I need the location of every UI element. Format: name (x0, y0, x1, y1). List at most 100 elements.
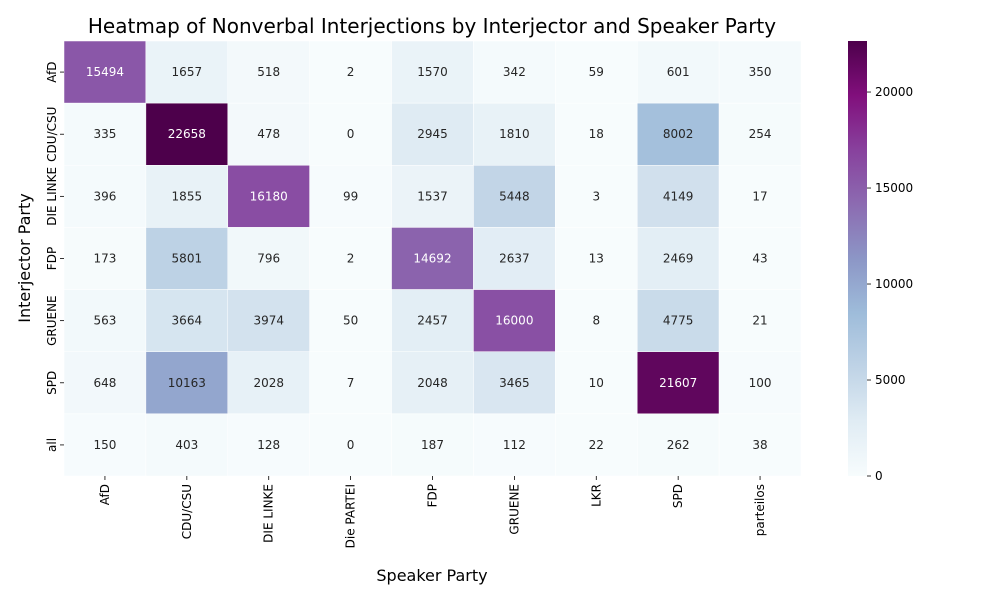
heatmap-cell (473, 40, 556, 104)
heatmap-cell (555, 165, 638, 228)
cell-value-label: 796 (257, 252, 280, 266)
colorbar (848, 41, 867, 476)
cell-value-label: 10163 (168, 376, 206, 390)
cell-value-label: 342 (503, 65, 526, 79)
y-tick-label: all (45, 438, 59, 452)
heatmap-cell (391, 165, 474, 228)
cell-value-label: 2469 (663, 252, 694, 266)
cell-value-label: 403 (175, 438, 198, 452)
y-tick-label: GRUENE (45, 295, 59, 346)
cell-value-label: 2457 (417, 314, 448, 328)
cell-value-label: 99 (343, 189, 358, 203)
cell-value-label: 128 (257, 438, 280, 452)
colorbar-tick-label: 20000 (875, 85, 913, 99)
heatmap-cell (145, 165, 229, 228)
heatmap-cell (555, 227, 638, 290)
heatmap-cell (309, 102, 392, 166)
y-tick-label: SPD (45, 371, 59, 395)
cell-value-label: 2 (347, 65, 355, 79)
heatmap-cell (555, 102, 638, 166)
cell-value-label: 0 (347, 438, 355, 452)
heatmap-cell (309, 289, 392, 352)
heatmap-cell (63, 413, 147, 477)
heatmap-cell (227, 102, 310, 166)
cell-value-label: 14692 (413, 252, 451, 266)
cell-value-label: 335 (93, 127, 116, 141)
heatmap-cell (718, 351, 802, 415)
cell-value-label: 173 (93, 252, 116, 266)
cell-value-label: 2048 (417, 376, 448, 390)
x-tick-label: FDP (426, 484, 440, 507)
heatmap-cell (309, 40, 392, 104)
cell-value-label: 1570 (417, 65, 448, 79)
heatmap-cell (145, 351, 229, 415)
cell-value-label: 38 (752, 438, 767, 452)
cell-value-label: 254 (749, 127, 772, 141)
cell-value-label: 18 (589, 127, 604, 141)
cell-value-label: 396 (93, 189, 116, 203)
cell-value-label: 22 (589, 438, 604, 452)
cell-value-label: 21607 (659, 376, 697, 390)
heatmap-cell (555, 413, 638, 477)
cell-value-label: 16000 (495, 314, 533, 328)
cell-value-label: 100 (749, 376, 772, 390)
cell-value-label: 563 (93, 314, 116, 328)
cell-value-label: 2028 (253, 376, 284, 390)
y-tick-label: CDU/CSU (45, 107, 59, 162)
heatmap-cell (145, 227, 229, 290)
heatmap-cell (227, 351, 310, 415)
cell-value-label: 13 (589, 252, 604, 266)
heatmap-cell (63, 40, 147, 104)
cell-value-label: 1810 (499, 127, 530, 141)
heatmap-cell (227, 413, 310, 477)
cell-value-label: 3465 (499, 376, 530, 390)
cell-value-label: 22658 (168, 127, 206, 141)
cell-value-label: 187 (421, 438, 444, 452)
heatmap-cell (391, 102, 474, 166)
y-tick-label: AfD (45, 61, 59, 82)
cell-value-label: 3664 (172, 314, 203, 328)
heatmap-cell (63, 351, 147, 415)
colorbar-tick-label: 5000 (875, 373, 906, 387)
heatmap-cell (718, 102, 802, 166)
heatmap-cell (391, 413, 474, 477)
cell-value-label: 150 (93, 438, 116, 452)
colorbar-tick-label: 15000 (875, 181, 913, 195)
x-tick-label: CDU/CSU (180, 484, 194, 539)
x-tick-label: parteilos (753, 484, 767, 536)
y-axis-ticks: AfD CDU/CSU DIE LINKE FDP GRUENE SPD all (45, 61, 64, 452)
cell-value-label: 1855 (172, 189, 203, 203)
cell-value-label: 5801 (172, 252, 203, 266)
x-axis-label: Speaker Party (376, 566, 487, 585)
cell-value-label: 518 (257, 65, 280, 79)
cell-value-label: 648 (93, 376, 116, 390)
x-tick-label: DIE LINKE (262, 484, 276, 543)
cell-value-label: 43 (752, 252, 767, 266)
heatmap-cell (309, 227, 392, 290)
colorbar-tick-label: 10000 (875, 277, 913, 291)
heatmap-cell (309, 351, 392, 415)
cell-value-label: 262 (667, 438, 690, 452)
cell-value-label: 8 (592, 314, 600, 328)
x-tick-label: SPD (671, 484, 685, 508)
heatmap-cell (63, 289, 147, 352)
heatmap-cell (636, 40, 720, 104)
x-tick-label: AfD (98, 484, 112, 505)
cell-value-label: 16180 (250, 189, 288, 203)
heatmap-cell (145, 413, 229, 477)
colorbar-ticks: 0 5000 10000 15000 20000 (867, 85, 913, 483)
cell-value-label: 8002 (663, 127, 694, 141)
cell-value-label: 4775 (663, 314, 694, 328)
heatmap-cell (636, 289, 720, 352)
chart-title: Heatmap of Nonverbal Interjections by In… (88, 14, 776, 38)
colorbar-tick-label: 0 (875, 469, 883, 483)
heatmap-cell (718, 227, 802, 290)
heatmap-cell (63, 165, 147, 228)
heatmap-cell (63, 227, 147, 290)
x-tick-label: Die PARTEI (344, 484, 358, 548)
cell-value-label: 3 (592, 189, 600, 203)
x-tick-label: GRUENE (507, 484, 521, 535)
cell-value-label: 15494 (86, 65, 124, 79)
